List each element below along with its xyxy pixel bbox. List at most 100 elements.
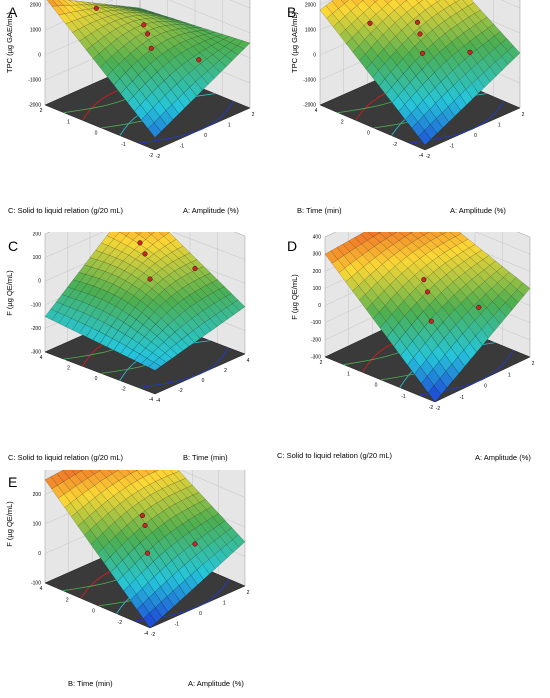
z-tick-label: 2000 <box>30 3 41 9</box>
x-tick-label: -1 <box>180 144 185 150</box>
z-tick-label: -1000 <box>28 78 41 84</box>
y-tick-label: 0 <box>95 376 98 382</box>
x-tick-label: -2 <box>436 406 441 412</box>
z-axis-label: F (µg QE/mL) <box>5 270 14 316</box>
design-point <box>94 6 99 11</box>
y-tick-label: 0 <box>367 131 370 137</box>
z-tick-label: 0 <box>38 279 41 285</box>
y-tick-label: 2 <box>67 366 70 372</box>
design-point <box>477 305 482 310</box>
design-point <box>422 277 427 282</box>
x-tick-label: 0 <box>484 384 487 390</box>
y-tick-label: 4 <box>40 586 43 592</box>
design-point <box>145 32 150 37</box>
x-tick-label: 4 <box>247 358 250 364</box>
y-tick-label: -2 <box>429 405 434 411</box>
x-tick-label: 2 <box>522 112 525 118</box>
y-tick-label: 0 <box>95 131 98 137</box>
design-point <box>145 551 150 556</box>
y-tick-label: -4 <box>149 397 154 403</box>
design-point <box>420 51 425 56</box>
y-axis-label: C: Solid to liquid relation (g/20 mL) <box>277 451 393 460</box>
x-tick-label: 1 <box>508 372 511 378</box>
x-tick-label: -2 <box>178 388 183 394</box>
design-point <box>468 50 473 55</box>
y-tick-label: -1 <box>121 142 126 148</box>
y-tick-label: 2 <box>40 108 43 114</box>
design-point <box>138 241 143 246</box>
design-point <box>193 542 198 547</box>
y-tick-label: 4 <box>40 355 43 361</box>
panel-label-e: E <box>8 474 17 490</box>
z-tick-label: 1000 <box>30 28 41 34</box>
z-tick-label: -100 <box>311 320 321 326</box>
y-tick-label: -1 <box>401 394 406 400</box>
x-tick-label: -1 <box>460 395 465 401</box>
design-point <box>148 277 153 282</box>
z-tick-label: 200 <box>33 232 42 238</box>
z-tick-label: 100 <box>313 286 322 292</box>
x-axis-label: A: Amplitude (%) <box>450 206 506 215</box>
z-tick-label: 1000 <box>305 28 316 34</box>
z-tick-label: -100 <box>31 302 41 308</box>
z-tick-label: 0 <box>38 551 41 557</box>
x-tick-label: 1 <box>228 123 231 129</box>
z-tick-label: 0 <box>318 303 321 309</box>
y-axis-label: C: Solid to liquid relation (g/20 mL) <box>8 453 124 462</box>
z-tick-label: 0 <box>38 53 41 59</box>
y-tick-label: 2 <box>341 119 344 125</box>
y-tick-label: 0 <box>92 609 95 615</box>
z-tick-label: -200 <box>311 337 321 343</box>
x-axis-label: A: Amplitude (%) <box>188 679 244 688</box>
z-tick-label: 100 <box>33 255 42 261</box>
z-tick-label: 200 <box>33 492 42 498</box>
y-axis-label: C: Solid to liquid relation (g/20 mL) <box>8 206 124 215</box>
chart-panel-b: B -2000-10000100020003000-2-1012-4-2024T… <box>275 0 550 230</box>
design-point <box>418 32 423 37</box>
x-tick-label: -2 <box>151 632 156 638</box>
x-axis-label: A: Amplitude (%) <box>475 453 531 462</box>
x-tick-label: -1 <box>175 622 180 628</box>
z-axis-label: TPC (µg GAE/mL) <box>5 12 14 73</box>
z-tick-label: -1000 <box>303 78 316 84</box>
y-tick-label: 2 <box>320 360 323 366</box>
z-tick-label: 300 <box>313 252 322 258</box>
x-tick-label: 2 <box>247 590 250 596</box>
surface-plot-d: -300-200-1000100200300400-2-1012-2-1012F… <box>275 232 550 467</box>
y-tick-label: -4 <box>144 631 149 637</box>
design-point <box>142 23 147 28</box>
chart-panel-a: A -2000-10000100020003000-2-1012-2-1012T… <box>0 0 275 230</box>
z-axis-label: F (µg QE/mL) <box>290 274 299 320</box>
x-tick-label: -2 <box>426 154 431 160</box>
y-tick-label: -2 <box>149 153 154 159</box>
surface-plot-a: -2000-10000100020003000-2-1012-2-1012TPC… <box>0 0 275 230</box>
design-point <box>415 20 420 25</box>
z-tick-label: 100 <box>33 522 42 528</box>
x-tick-label: 1 <box>223 601 226 607</box>
design-point <box>193 266 198 271</box>
x-tick-label: -4 <box>156 398 161 404</box>
y-tick-label: 1 <box>347 371 350 377</box>
y-axis-label: B: Time (min) <box>297 206 342 215</box>
design-point <box>143 252 148 257</box>
x-tick-label: 0 <box>199 611 202 617</box>
x-axis-label: A: Amplitude (%) <box>183 206 239 215</box>
z-tick-label: 0 <box>313 53 316 59</box>
y-tick-label: -2 <box>121 387 126 393</box>
design-point <box>368 21 373 26</box>
x-tick-label: 2 <box>252 112 255 118</box>
y-tick-label: 2 <box>66 597 69 603</box>
x-tick-label: 0 <box>202 378 205 384</box>
design-point <box>143 523 148 528</box>
design-point <box>149 46 154 51</box>
x-tick-label: -1 <box>450 144 455 150</box>
z-tick-label: -200 <box>31 326 41 332</box>
panel-label-b: B <box>287 4 296 20</box>
y-tick-label: 4 <box>315 108 318 114</box>
x-tick-label: 2 <box>532 361 535 367</box>
